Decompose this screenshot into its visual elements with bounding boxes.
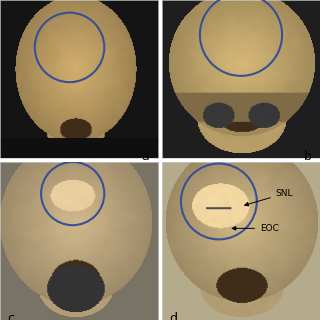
Text: c: c <box>8 312 15 320</box>
Text: EOC: EOC <box>232 224 279 233</box>
Text: b: b <box>303 150 311 163</box>
Text: SNL: SNL <box>245 189 293 206</box>
Text: d: d <box>169 312 177 320</box>
Text: a: a <box>141 150 149 163</box>
